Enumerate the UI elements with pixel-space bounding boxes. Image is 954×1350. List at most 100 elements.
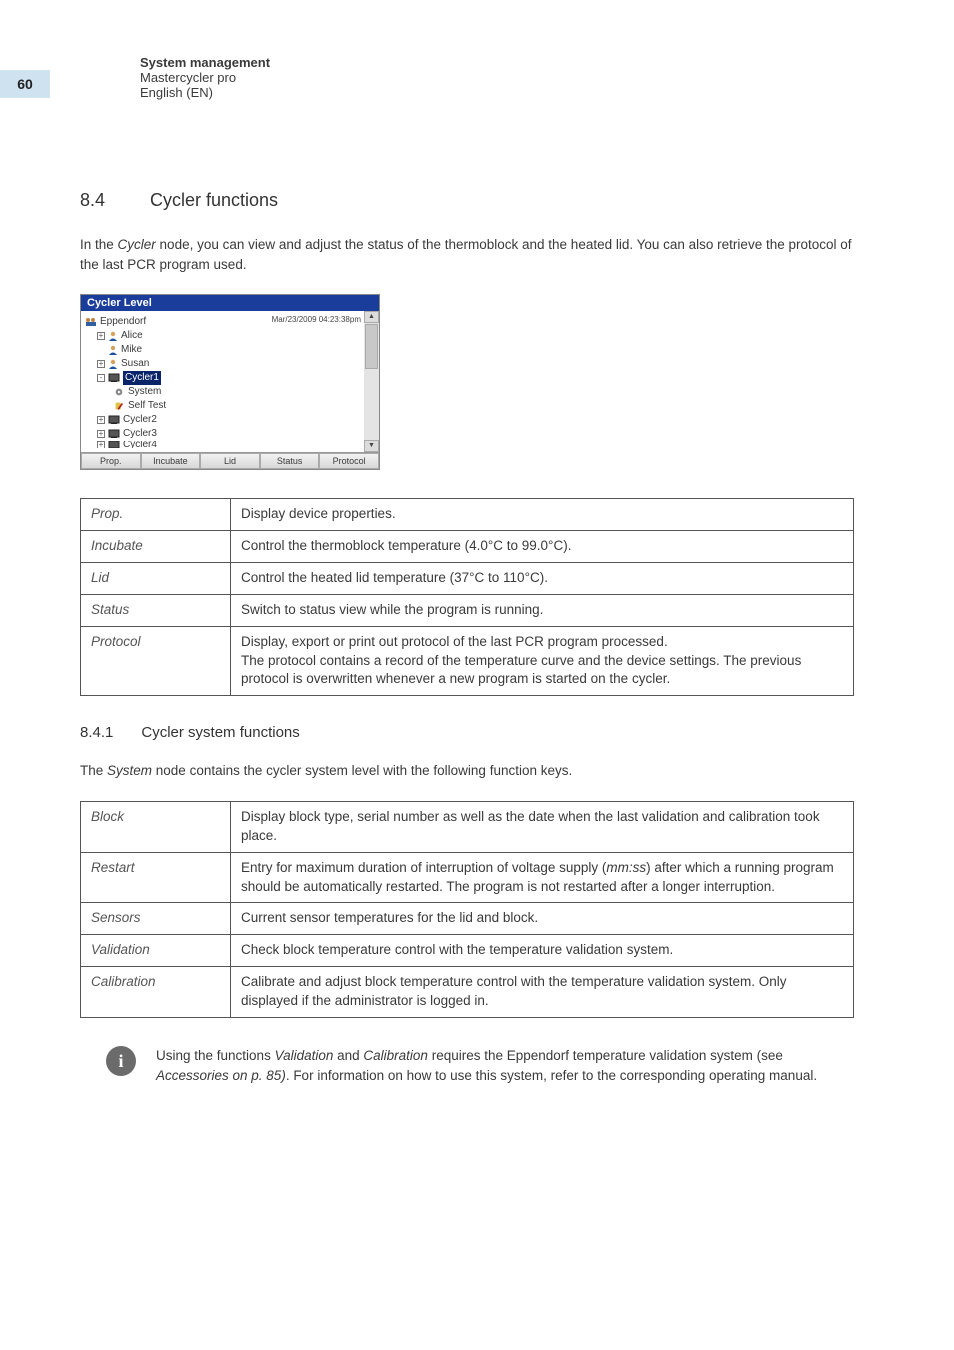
table-row: IncubateControl the thermoblock temperat…	[81, 531, 854, 563]
tree-user[interactable]: + Alice	[85, 329, 362, 343]
note-text: Using the functions Validation and Calib…	[156, 1046, 854, 1085]
note-em: Accessories on p. 85)	[156, 1068, 286, 1083]
intro-pre: In the	[80, 237, 118, 252]
page-number-badge: 60	[0, 70, 50, 98]
key-cell: Block	[81, 801, 231, 852]
sub-intro-node: System	[107, 763, 152, 778]
expand-icon[interactable]: +	[97, 441, 105, 448]
intro-node-name: Cycler	[118, 237, 156, 252]
value-cell: Current sensor temperatures for the lid …	[231, 903, 854, 935]
tree-user-label: Mike	[121, 343, 142, 357]
person-icon	[108, 359, 118, 369]
table-row: LidControl the heated lid temperature (3…	[81, 562, 854, 594]
scroll-thumb[interactable]	[365, 324, 378, 369]
table-row: ValidationCheck block temperature contro…	[81, 935, 854, 967]
tree-cycler-label: Cycler3	[123, 427, 157, 441]
value-cell: Display device properties.	[231, 499, 854, 531]
key-cell: Restart	[81, 852, 231, 903]
tree-cycler-label: Cycler1	[123, 371, 161, 385]
group-icon	[85, 317, 97, 327]
tree-user[interactable]: Mike	[85, 343, 362, 357]
person-icon	[108, 345, 118, 355]
table-row: RestartEntry for maximum duration of int…	[81, 852, 854, 903]
collapse-icon[interactable]: -	[97, 374, 105, 382]
key-cell: Lid	[81, 562, 231, 594]
intro-post: node, you can view and adjust the status…	[80, 237, 852, 272]
note-seg: . For information on how to use this sys…	[286, 1068, 817, 1083]
tree-user[interactable]: + Susan	[85, 357, 362, 371]
sub-intro-pre: The	[80, 763, 107, 778]
value-cell: Calibrate and adjust block temperature c…	[231, 967, 854, 1018]
key-cell: Protocol	[81, 626, 231, 696]
table-row: Prop.Display device properties.	[81, 499, 854, 531]
person-icon	[108, 331, 118, 341]
tree-cycler-clipped[interactable]: +Cycler4	[85, 441, 362, 448]
page-header: System management Mastercycler pro Engli…	[140, 55, 854, 100]
tree-cycler[interactable]: +Cycler2	[85, 413, 362, 427]
system-functions-table: BlockDisplay block type, serial number a…	[80, 801, 854, 1018]
page: 60 System management Mastercycler pro En…	[0, 0, 954, 1145]
page-number: 60	[17, 76, 33, 92]
gear-icon	[113, 387, 125, 397]
softkey-incubate[interactable]: Incubate	[141, 453, 201, 469]
tree-sub-label: Self Test	[128, 399, 166, 413]
expand-icon[interactable]: +	[97, 332, 105, 340]
value-cell: Check block temperature control with the…	[231, 935, 854, 967]
table-row: ProtocolDisplay, export or print out pro…	[81, 626, 854, 696]
tree-user-label: Susan	[121, 357, 149, 371]
tree-cycler-selected[interactable]: - Cycler1	[85, 371, 362, 385]
softkey-lid[interactable]: Lid	[200, 453, 260, 469]
softkey-status[interactable]: Status	[260, 453, 320, 469]
device-icon	[108, 373, 120, 383]
section-number: 8.4	[80, 190, 120, 211]
tree-sub-system[interactable]: System	[85, 385, 362, 399]
subsection-title: Cycler system functions	[141, 724, 299, 741]
expand-icon[interactable]: +	[97, 360, 105, 368]
cycler-level-panel: Cycler Level Mar/23/2009 04:23:38pm Eppe…	[80, 294, 380, 470]
key-cell: Sensors	[81, 903, 231, 935]
value-cell: Display block type, serial number as wel…	[231, 801, 854, 852]
tree-cycler[interactable]: + Cycler3	[85, 427, 362, 441]
device-icon	[108, 429, 120, 439]
note-em: Calibration	[363, 1048, 428, 1063]
key-cell: Validation	[81, 935, 231, 967]
test-icon	[113, 401, 125, 411]
value-cell: Switch to status view while the program …	[231, 594, 854, 626]
header-section-title: System management	[140, 55, 854, 70]
section-intro: In the Cycler node, you can view and adj…	[80, 235, 854, 274]
note-seg: Using the functions	[156, 1048, 275, 1063]
tree-sub-selftest[interactable]: Self Test	[85, 399, 362, 413]
value-cell: Control the heated lid temperature (37°C…	[231, 562, 854, 594]
key-cell: Incubate	[81, 531, 231, 563]
softkey-prop[interactable]: Prop.	[81, 453, 141, 469]
expand-icon[interactable]: +	[97, 416, 105, 424]
val-em: mm:ss	[606, 860, 646, 875]
scroll-up-icon[interactable]: ▲	[364, 311, 379, 323]
device-icon	[108, 415, 120, 425]
table-row: CalibrationCalibrate and adjust block te…	[81, 967, 854, 1018]
expand-icon[interactable]: +	[97, 430, 105, 438]
note-seg: and	[333, 1048, 363, 1063]
scroll-down-icon[interactable]: ▼	[364, 440, 379, 452]
info-icon: i	[106, 1046, 136, 1076]
softkey-tabs: Prop. Incubate Lid Status Protocol	[81, 452, 379, 469]
softkey-protocol[interactable]: Protocol	[319, 453, 379, 469]
value-cell: Control the thermoblock temperature (4.0…	[231, 531, 854, 563]
header-language: English (EN)	[140, 85, 854, 100]
subsection-number: 8.4.1	[80, 724, 113, 741]
scrollbar[interactable]: ▲ ▼	[364, 311, 379, 452]
scroll-track[interactable]	[364, 370, 379, 440]
tree-root-label: Eppendorf	[100, 315, 146, 329]
info-note: i Using the functions Validation and Cal…	[80, 1046, 854, 1085]
nav-tree: Mar/23/2009 04:23:38pm Eppendorf +Alice …	[81, 311, 364, 452]
panel-title: Cycler Level	[81, 295, 379, 311]
panel-timestamp: Mar/23/2009 04:23:38pm	[272, 313, 361, 327]
softkeys-table: Prop.Display device properties. Incubate…	[80, 498, 854, 696]
section-title: Cycler functions	[150, 190, 278, 211]
tree-sub-label: System	[128, 385, 161, 399]
tree-user-label: Alice	[121, 329, 143, 343]
key-cell: Status	[81, 594, 231, 626]
table-row: StatusSwitch to status view while the pr…	[81, 594, 854, 626]
subsection-heading: 8.4.1 Cycler system functions	[80, 724, 854, 741]
note-seg: requires the Eppendorf temperature valid…	[428, 1048, 783, 1063]
